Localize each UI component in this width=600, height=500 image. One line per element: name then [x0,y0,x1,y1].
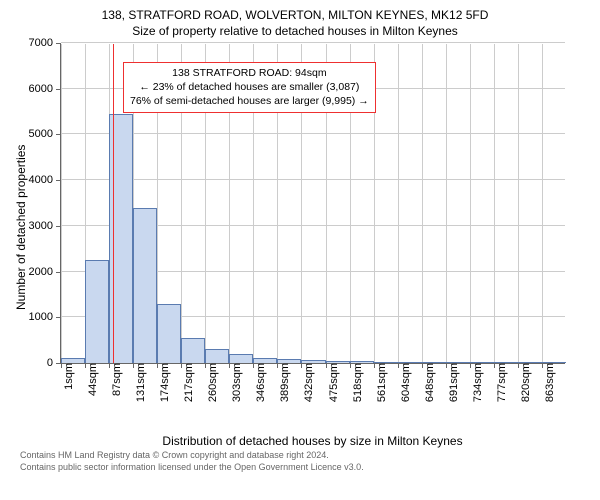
grid-line-v [470,44,471,363]
x-tick-label: 820sqm [512,363,532,402]
y-tick-label: 2000 [29,266,61,278]
x-axis-label: Distribution of detached houses by size … [60,434,565,448]
x-tick-label: 174sqm [151,363,171,402]
grid-line-v [61,44,62,363]
histogram-bar [446,362,470,363]
x-tick-label: 691sqm [440,363,460,402]
grid-line-h [61,133,565,134]
x-tick-label: 260sqm [199,363,219,402]
x-tick-label: 44sqm [79,363,99,396]
histogram-bar [494,362,518,363]
histogram-bar [374,362,398,363]
chart-container: 138, STRATFORD ROAD, WOLVERTON, MILTON K… [0,0,600,500]
histogram-bar [85,260,109,363]
y-tick-label: 5000 [29,128,61,140]
x-tick-label: 475sqm [320,363,340,402]
x-tick-label: 87sqm [103,363,123,396]
grid-line-v [398,44,399,363]
x-tick-label: 648sqm [416,363,436,402]
x-tick-label: 604sqm [392,363,412,402]
grid-line-h [61,179,565,180]
histogram-bar [133,208,157,363]
histogram-bar [301,360,325,363]
footer-text: Contains HM Land Registry data © Crown c… [20,450,582,473]
chart-title-sub: Size of property relative to detached ho… [8,24,582,38]
histogram-bar [277,359,301,363]
x-tick-label: 1sqm [55,363,75,390]
reference-line [113,44,114,363]
x-tick-label: 303sqm [223,363,243,402]
x-tick-label: 432sqm [295,363,315,402]
x-tick-label: 217sqm [175,363,195,402]
histogram-bar [181,338,205,363]
histogram-bar [542,362,566,363]
y-tick-label: 7000 [29,37,61,49]
histogram-bar [205,349,229,363]
histogram-bar [422,362,446,363]
grid-line-v [422,44,423,363]
annotation-box: 138 STRATFORD ROAD: 94sqm ← 23% of detac… [123,62,376,113]
plot-area: 138 STRATFORD ROAD: 94sqm ← 23% of detac… [60,44,565,364]
y-axis-label: Number of detached properties [14,145,28,310]
histogram-bar [470,362,494,363]
histogram-bar [350,361,374,363]
x-tick-label: 863sqm [536,363,556,402]
x-tick-label: 131sqm [127,363,147,402]
footer-line-1: Contains HM Land Registry data © Crown c… [20,450,582,462]
grid-line-h [61,42,565,43]
histogram-bar [326,361,350,363]
x-tick-label: 389sqm [271,363,291,402]
y-tick-label: 1000 [29,311,61,323]
y-tick-label: 3000 [29,220,61,232]
annotation-line-2: ← 23% of detached houses are smaller (3,… [130,80,369,94]
y-tick-label: 4000 [29,174,61,186]
histogram-bar [253,358,277,363]
x-tick-label: 346sqm [247,363,267,402]
chart-title-main: 138, STRATFORD ROAD, WOLVERTON, MILTON K… [8,8,582,22]
x-tick-label: 734sqm [464,363,484,402]
x-tick-label: 518sqm [344,363,364,402]
histogram-bar [157,304,181,363]
y-tick-label: 6000 [29,83,61,95]
annotation-line-1: 138 STRATFORD ROAD: 94sqm [130,66,369,80]
annotation-line-3: 76% of semi-detached houses are larger (… [130,94,369,108]
histogram-bar [398,362,422,363]
histogram-bar [518,362,542,363]
x-tick-label: 777sqm [488,363,508,402]
grid-line-v [494,44,495,363]
histogram-bar [229,354,253,363]
x-tick-label: 561sqm [368,363,388,402]
histogram-bar [61,358,85,363]
plot-wrapper: 138 STRATFORD ROAD: 94sqm ← 23% of detac… [60,44,582,364]
footer-line-2: Contains public sector information licen… [20,462,582,474]
grid-line-v [518,44,519,363]
grid-line-v [542,44,543,363]
grid-line-v [446,44,447,363]
